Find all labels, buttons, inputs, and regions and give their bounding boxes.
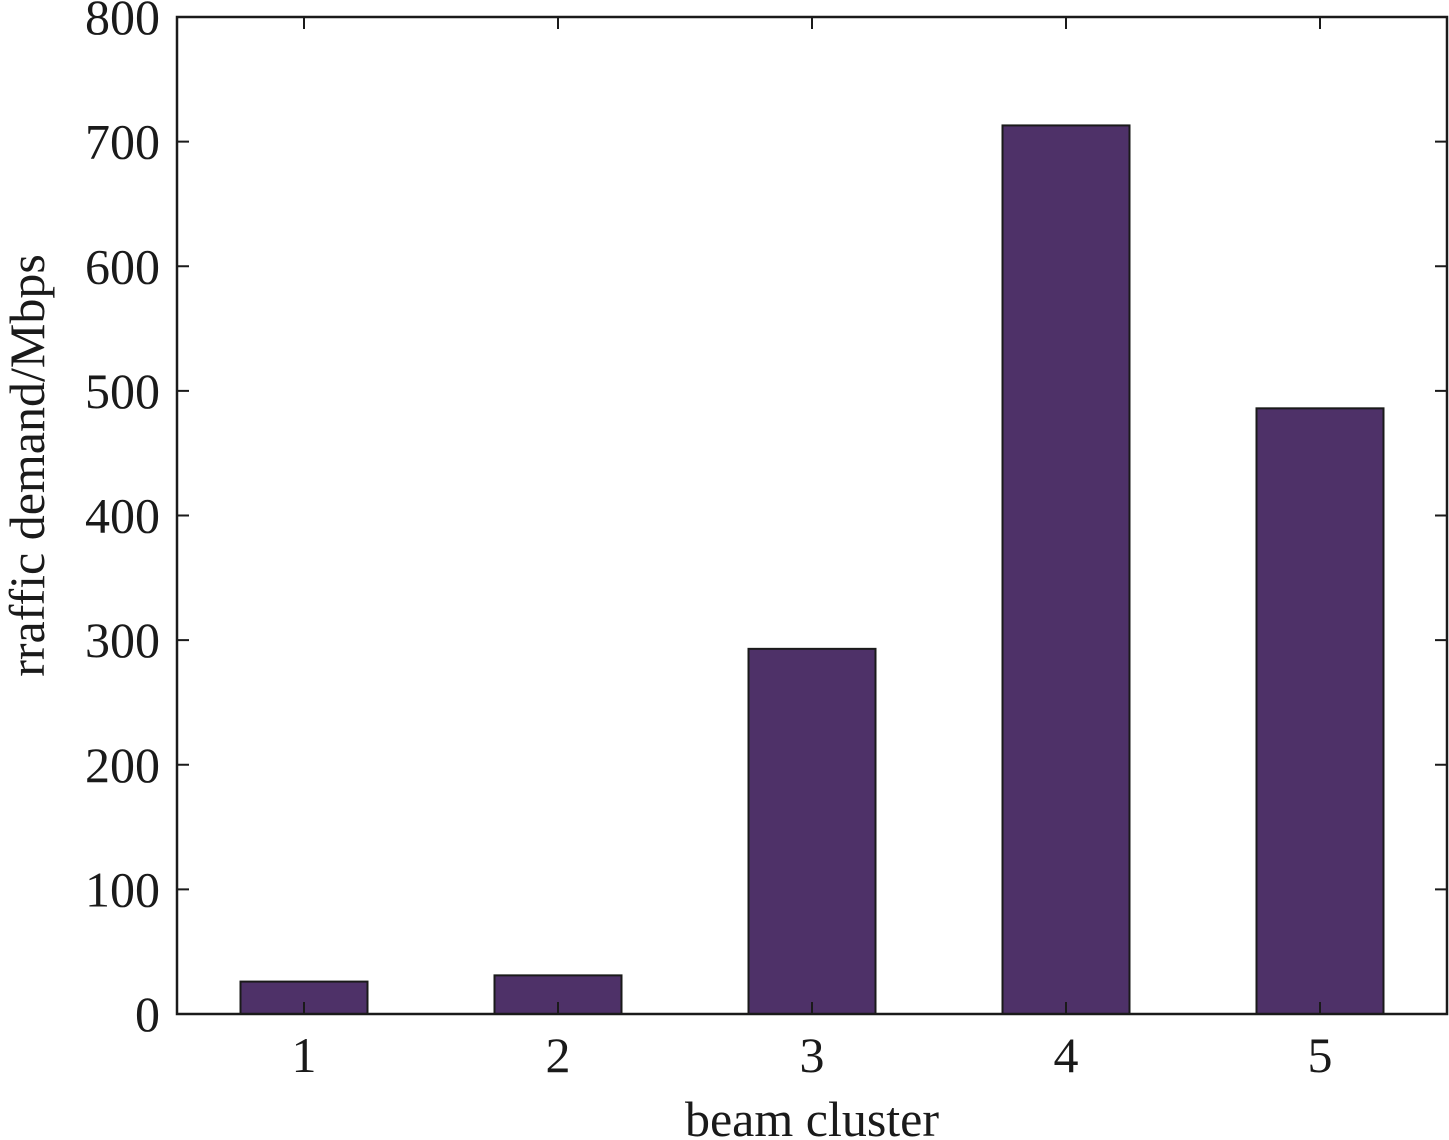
y-tick-label: 700 xyxy=(85,114,160,170)
x-tick-label: 1 xyxy=(292,1027,317,1083)
bar-5 xyxy=(1255,407,1385,1015)
y-axis-title: rraffic demand/Mbps xyxy=(0,254,55,677)
bars-group xyxy=(239,124,1385,1016)
x-tick-label: 3 xyxy=(800,1027,825,1083)
bar-4 xyxy=(1001,124,1131,1015)
ticks-group xyxy=(177,16,1447,1015)
y-tick-label: 200 xyxy=(85,737,160,793)
x-tick-label: 4 xyxy=(1054,1027,1079,1083)
x-tick-label: 2 xyxy=(546,1027,571,1083)
y-tick-labels: 0 100 200 300 400 500 600 700 800 xyxy=(85,0,160,1042)
bar-3 xyxy=(747,647,877,1015)
x-tick-label: 5 xyxy=(1308,1027,1333,1083)
y-tick-label: 300 xyxy=(85,612,160,668)
y-tick-label: 600 xyxy=(85,238,160,294)
x-tick-labels: 1 2 3 4 5 xyxy=(292,1027,1333,1083)
y-tick-label: 100 xyxy=(85,861,160,917)
y-tick-label: 400 xyxy=(85,488,160,544)
y-tick-label: 0 xyxy=(135,986,160,1042)
y-tick-label: 800 xyxy=(85,0,160,45)
y-tick-label: 500 xyxy=(85,363,160,419)
x-axis-title: beam cluster xyxy=(685,1091,939,1140)
